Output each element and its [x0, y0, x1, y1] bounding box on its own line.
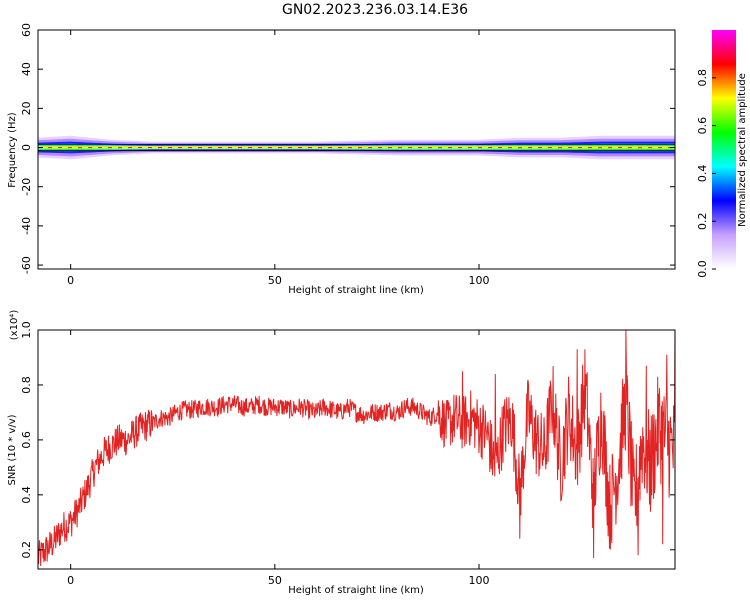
- y-tick: 20: [20, 101, 675, 115]
- colorbar-tick: 0.8: [696, 69, 716, 87]
- colorbar-label: Normalized spectral amplitude: [737, 73, 748, 227]
- y-tick: 40: [20, 62, 675, 76]
- spectrogram-frame: [37, 29, 676, 270]
- x-tick-label: 0: [67, 574, 74, 587]
- colorbar-tick: 0.0: [696, 260, 716, 278]
- x-tick-label: 50: [268, 574, 282, 587]
- y-tick: 0.4: [20, 486, 675, 504]
- y-tick: 0.6: [20, 431, 675, 449]
- x-tick-label: 0: [67, 274, 74, 287]
- y-tick-label: 20: [20, 101, 33, 115]
- snr-frame: [37, 329, 676, 570]
- colorbar-tick-label: 0.6: [696, 117, 709, 135]
- colorbar: 0.0 0.2 0.4 0.6 0.8 Normalized spectral ampl…: [696, 30, 748, 278]
- y-tick-label: 0.8: [20, 376, 33, 394]
- y-tick-label: -60: [20, 256, 33, 274]
- colorbar-tick: 0.2: [696, 212, 716, 230]
- y-tick: 0.2: [20, 541, 675, 559]
- y-tick-label: 0.6: [20, 431, 33, 449]
- y-tick: 60: [20, 23, 675, 37]
- colorbar-tick: 0.6: [696, 117, 716, 135]
- x-tick: 0: [67, 30, 74, 287]
- x-tick: 100: [469, 330, 490, 587]
- colorbar-tick-label: 0.4: [696, 165, 709, 183]
- y-tick-label: 0.4: [20, 486, 33, 504]
- spectrogram-x-label: Height of straight line (km): [288, 285, 424, 296]
- x-tick: 0: [67, 330, 74, 587]
- snr-y-label: SNR (10 * v/v): [7, 414, 18, 485]
- x-tick-label: 100: [469, 574, 490, 587]
- x-tick: 50: [268, 330, 282, 587]
- y-tick: -20: [20, 178, 675, 196]
- spectrogram-heatmap: [38, 135, 675, 160]
- y-tick: 1.0: [20, 321, 675, 339]
- spectrogram-panel: 0 50 100 60 40 20 0 -20 -40 -60 Height of straig…: [7, 23, 676, 296]
- snr-y-ticks: 0.2 0.4 0.6 0.8 1.0: [20, 321, 675, 559]
- colorbar-tick: 0.4: [696, 165, 716, 183]
- x-tick: 100: [469, 30, 490, 287]
- snr-panel: 0 50 100 0.2 0.4 0.6 0.8 1.0 Height of straigh…: [7, 310, 676, 596]
- y-tick-label: 0.2: [20, 541, 33, 559]
- y-tick: -60: [20, 256, 675, 274]
- snr-x-ticks: 0 50 100: [67, 330, 490, 587]
- y-tick: -40: [20, 217, 675, 235]
- chart-title: GN02.2023.236.03.14.E36: [281, 2, 469, 18]
- snr-scale-label: (x10⁴): [9, 310, 20, 341]
- colorbar-tick-label: 0.2: [696, 212, 709, 230]
- y-tick-label: 1.0: [20, 321, 33, 339]
- y-tick-label: 0: [20, 144, 33, 151]
- spectrogram-y-ticks: 60 40 20 0 -20 -40 -60: [20, 23, 675, 274]
- y-tick-label: 40: [20, 62, 33, 76]
- snr-series-line: [38, 330, 675, 567]
- x-tick-label: 50: [268, 274, 282, 287]
- spectrogram-x-ticks: 0 50 100: [67, 30, 490, 287]
- x-tick: 50: [268, 30, 282, 287]
- colorbar-tick-label: 0.0: [696, 260, 709, 278]
- y-tick-label: -40: [20, 217, 33, 235]
- x-tick-label: 100: [469, 274, 490, 287]
- y-tick-label: -20: [20, 178, 33, 196]
- colorbar-tick-label: 0.8: [696, 69, 709, 87]
- y-tick: 0: [20, 144, 675, 151]
- y-tick-label: 60: [20, 23, 33, 37]
- y-tick: 0.8: [20, 376, 675, 394]
- spectrogram-y-label: Frequency (Hz): [7, 112, 18, 188]
- colorbar-ticks: 0.0 0.2 0.4 0.6 0.8: [696, 69, 716, 278]
- snr-x-label: Height of straight line (km): [288, 585, 424, 596]
- colorbar-gradient: [712, 30, 736, 269]
